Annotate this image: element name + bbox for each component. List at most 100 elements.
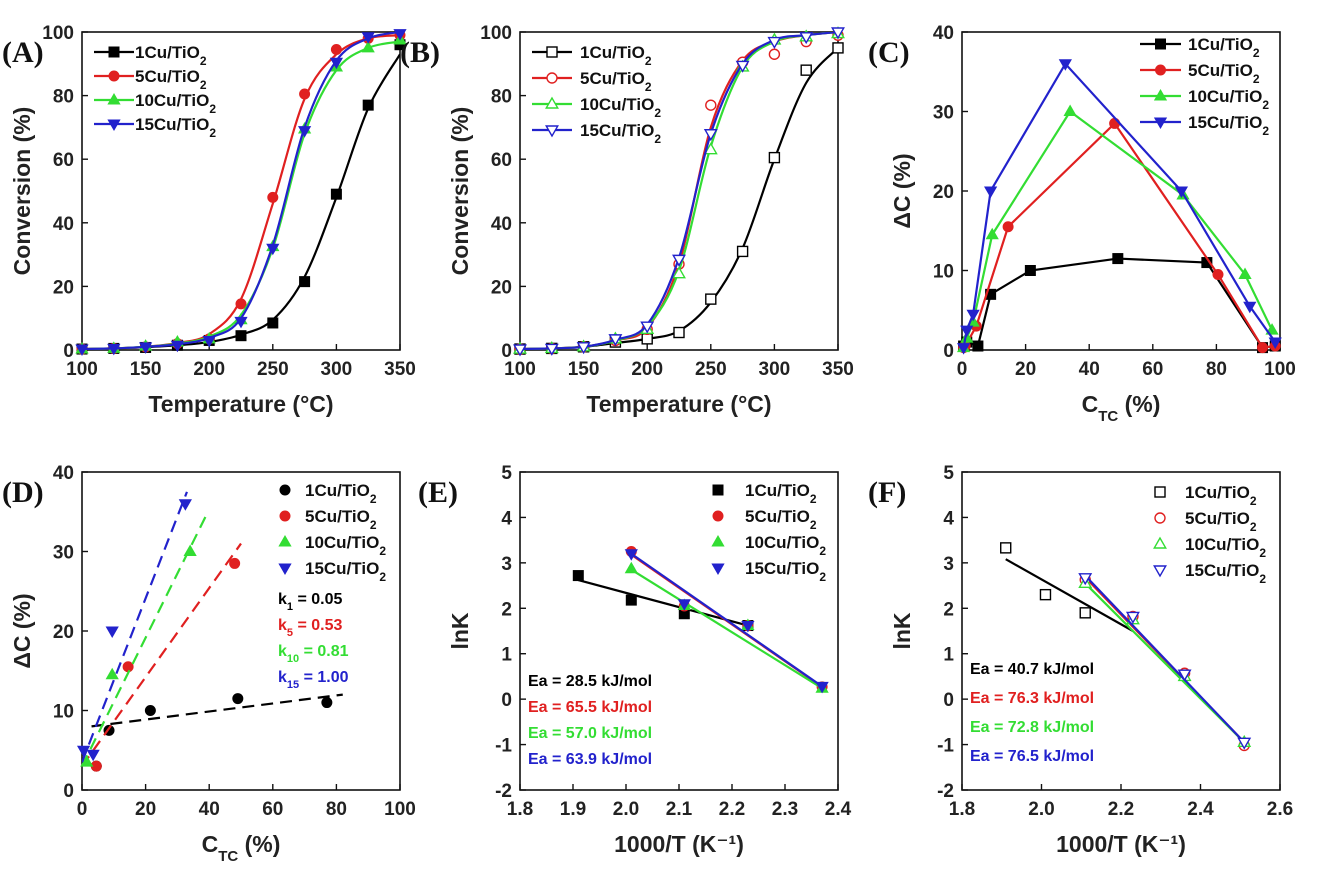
series-line [520,32,838,350]
chart-panel-f: 1.8 2.0 2.2 2.4 2.6 -2 -1 0 1 2 3 4 5 1000/T (K⁻¹) lnK… [868,463,1293,857]
data-point [768,151,781,164]
x-tick-label: 20 [1015,359,1036,380]
fit-line [1084,574,1246,744]
x-tick-label: 1.8 [949,799,975,820]
y-tick-label: 40 [53,463,74,484]
data-point [361,40,375,53]
chart-panel-d: 0 20 40 60 80 100 0 10 20 30 40 CTC (%) ΔC (%) (D) 1Cu… [2,463,416,865]
data-point [299,88,311,100]
data-point [1238,267,1252,279]
data-point [393,29,407,41]
legend-label: 5Cu/TiO2 [135,67,207,92]
data-point [1078,573,1093,586]
x-tick-label: 100 [504,359,536,380]
legend-label: 5Cu/TiO2 [1188,61,1260,86]
annotation: Ea = 76.3 kJ/mol [970,690,1094,707]
panel-label: (C) [868,36,910,69]
legend-label: 1Cu/TiO2 [1188,35,1260,60]
legend-marker [107,92,121,105]
y-axis-label: lnK [447,612,473,649]
annotation: k10 = 0.81 [278,643,349,665]
legend-marker [108,46,120,58]
legend-item: 15Cu/TiO2 [1153,561,1266,586]
legend-marker [711,563,725,576]
data-point [1058,59,1072,71]
legend-label: 15Cu/TiO2 [745,559,826,584]
data-point [800,64,812,76]
annotation: Ea = 72.8 kJ/mol [970,719,1094,736]
legend-marker [107,119,121,132]
legend-item: 5Cu/TiO2 [532,69,652,94]
data-point [1237,737,1252,750]
fit-line [82,491,188,763]
data-point [80,755,94,767]
legend-marker [712,510,724,522]
legend-item: 1Cu/TiO2 [1154,483,1257,508]
y-tick-label: 60 [491,150,512,171]
legend-item: 1Cu/TiO2 [94,43,207,68]
x-tick-label: 150 [568,359,600,380]
legend-item: 10Cu/TiO2 [278,533,386,558]
series-line [520,32,838,350]
x-axis-label: Temperature (°C) [586,391,771,417]
data-point [321,697,333,709]
data-point [144,705,156,716]
data-point [985,227,999,240]
legend-marker [108,70,120,82]
legend-marker [1153,117,1168,130]
y-tick-label: 100 [42,23,74,44]
legend-marker [279,510,291,522]
data-point [956,343,971,355]
legend-marker [1154,512,1166,524]
legend-label: 15Cu/TiO2 [580,121,661,146]
legend-label: 1Cu/TiO2 [305,481,377,506]
panel-label: (A) [2,36,44,69]
data-point [1174,186,1189,199]
x-tick-label: 250 [695,359,727,380]
data-point [329,57,344,70]
x-axis-label: CTC (%) [202,831,281,865]
legend-label: 5Cu/TiO2 [1185,509,1257,534]
chart-panel-b: 100 150 200 250 300 350 0 20 40 60 80 100 Temperatur… [400,23,854,417]
data-point [234,316,248,329]
data-point [1002,221,1014,233]
series-10cutio2 [80,515,208,767]
data-point [703,129,718,142]
y-tick-label: 0 [943,690,954,711]
legend-marker [1155,64,1166,76]
y-tick-label: 30 [53,543,74,564]
legend-label: 1Cu/TiO2 [745,481,817,506]
legend-label: 15Cu/TiO2 [1188,113,1269,138]
y-tick-label: 2 [501,599,512,620]
x-tick-label: 0 [957,359,968,380]
y-tick-label: 40 [491,214,512,235]
series-15cutio2 [76,491,192,763]
data-point [267,317,279,329]
data-point [832,42,844,54]
x-tick-label: 40 [199,799,220,820]
x-tick-label: 100 [384,799,416,820]
data-point [1109,117,1121,129]
data-point [1177,669,1192,682]
legend-item: 1Cu/TiO2 [1140,35,1260,60]
data-point [735,60,750,73]
data-point [1112,253,1124,265]
data-point [572,570,584,582]
panel-label: (B) [400,36,440,69]
x-tick-label: 200 [631,359,663,380]
legend-marker [546,72,558,84]
legend-label: 1Cu/TiO2 [1185,483,1257,508]
y-axis-label: ΔC (%) [889,153,915,228]
x-axis-label: 1000/T (K⁻¹) [614,831,744,857]
x-tick-label: 0 [77,799,88,820]
x-axis-label: 1000/T (K⁻¹) [1056,831,1186,857]
data-point [624,549,638,561]
x-tick-label: 2.6 [1267,799,1293,820]
data-point [736,245,749,258]
y-tick-label: 30 [933,103,954,124]
y-tick-label: 0 [63,341,74,362]
data-point [105,667,119,680]
data-point [672,266,686,279]
data-point [1268,337,1282,350]
data-point [1212,268,1224,280]
